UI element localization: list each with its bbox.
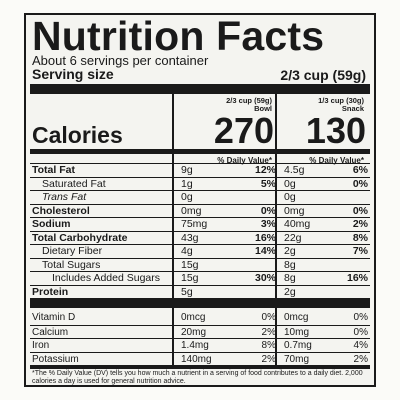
amount-snack: 0g <box>284 191 296 203</box>
dv-bowl: 2% <box>261 326 276 338</box>
divider-thick <box>30 84 370 94</box>
dv-bowl: 5% <box>260 177 276 190</box>
footnote: *The % Daily Value (DV) tells you how mu… <box>32 370 363 385</box>
dv-bowl: 0% <box>260 204 276 217</box>
calories-label: Calories <box>32 122 123 148</box>
dv-header-snack: % Daily Value* <box>309 156 364 165</box>
amount-snack: 0g <box>284 177 296 190</box>
nutrient-label: Total Carbohydrate <box>32 231 128 244</box>
divider-medium <box>30 149 370 154</box>
dv-snack: 6% <box>352 164 368 176</box>
calories-bowl-value: 270 <box>213 110 274 151</box>
amount-bowl: 1.4mg <box>181 340 209 351</box>
nutrient-label: Iron <box>32 340 50 351</box>
amount-snack: 0mcg <box>284 312 309 323</box>
table-row: Sodium 75mg 3% 40mg 2% <box>30 217 370 231</box>
dv-bowl: 0% <box>261 312 276 323</box>
amount-bowl: 0mg <box>181 204 202 217</box>
amount-bowl: 0mcg <box>181 312 206 323</box>
dv-bowl: 2% <box>261 353 276 365</box>
nutrient-label: Trans Fat <box>42 191 87 203</box>
amount-snack: 70mg <box>284 353 310 365</box>
servings-per-container: About 6 servings per container <box>32 53 209 68</box>
amount-snack: 2g <box>284 245 296 257</box>
amount-bowl: 15g <box>181 258 199 271</box>
table-row: Total Fat 9g 12% 4.5g 6% <box>30 163 370 177</box>
amount-snack: 40mg <box>284 218 311 230</box>
amount-snack: 4.5g <box>284 164 305 176</box>
amount-bowl: 43g <box>181 231 199 244</box>
nutrient-label: Dietary Fiber <box>42 245 103 257</box>
dv-snack: 0% <box>352 177 368 190</box>
amount-snack: 10mg <box>284 326 310 338</box>
panel-title: Nutrition Facts <box>32 13 325 59</box>
table-row: Protein 5g 2g <box>30 284 370 299</box>
dv-snack: 0% <box>352 204 368 217</box>
nutrient-label: Cholesterol <box>32 204 90 217</box>
dv-snack: 16% <box>346 272 368 284</box>
table-row: Vitamin D 0mcg 0% 0mcg 0% <box>30 311 370 324</box>
amount-bowl: 20mg <box>181 326 207 338</box>
serving-size-value: 2/3 cup (59g) <box>280 67 366 83</box>
dv-snack: 2% <box>352 218 368 230</box>
nutrient-label: Potassium <box>32 353 79 365</box>
amount-snack: 0mg <box>284 204 305 217</box>
column-header-snack: 1/3 cup (30g) Snack <box>294 97 364 113</box>
nutrient-label: Total Sugars <box>42 258 101 271</box>
table-row: Cholesterol 0mg 0% 0mg 0% <box>30 203 370 218</box>
amount-bowl: 15g <box>181 272 199 284</box>
dv-snack: 2% <box>353 353 368 365</box>
dv-bowl: 3% <box>260 218 276 230</box>
nutrition-facts-panel: Nutrition Facts About 6 servings per con… <box>24 13 376 387</box>
dv-header-bowl: % Daily Value* <box>217 156 272 165</box>
amount-snack: 0.7mg <box>284 340 312 351</box>
nutrient-label: Includes Added Sugars <box>52 272 160 284</box>
dv-bowl: 30% <box>254 272 276 284</box>
dv-bowl: 16% <box>254 231 276 244</box>
divider-thick-vitamins <box>30 298 370 308</box>
dv-snack: 0% <box>353 326 368 338</box>
table-row: Potassium 140mg 2% 70mg 2% <box>30 351 370 366</box>
divider-footnote <box>30 365 370 369</box>
column-bowl-label: Bowl <box>254 104 272 113</box>
dv-bowl: 8% <box>261 340 276 351</box>
dv-snack: 4% <box>353 340 368 351</box>
dv-bowl: 12% <box>254 164 276 176</box>
table-row: Trans Fat 0g 0g <box>30 190 370 204</box>
nutrient-label: Total Fat <box>32 164 75 176</box>
table-row: Total Sugars 15g 8g <box>30 257 370 272</box>
table-row: Calcium 20mg 2% 10mg 0% <box>30 324 370 339</box>
table-row: Dietary Fiber 4g 14% 2g 7% <box>30 244 370 258</box>
nutrient-label: Vitamin D <box>32 312 76 323</box>
column-snack-size: 1/3 cup (30g) <box>318 96 364 105</box>
amount-snack: 8g <box>284 272 296 284</box>
nutrient-label: Saturated Fat <box>42 177 106 190</box>
amount-snack: 2g <box>284 285 296 298</box>
column-header-bowl: 2/3 cup (59g) Bowl <box>202 97 272 113</box>
table-row: Saturated Fat 1g 5% 0g 0% <box>30 176 370 191</box>
amount-bowl: 140mg <box>181 353 212 365</box>
table-row: Total Carbohydrate 43g 16% 22g 8% <box>30 230 370 245</box>
amount-bowl: 75mg <box>181 218 208 230</box>
amount-bowl: 4g <box>181 245 193 257</box>
amount-snack: 8g <box>284 258 296 271</box>
nutrient-label: Sodium <box>32 218 71 230</box>
calories-snack-value: 130 <box>305 110 366 151</box>
dv-snack: 7% <box>352 245 368 257</box>
column-snack-label: Snack <box>341 104 364 113</box>
nutrient-label: Protein <box>32 285 69 298</box>
serving-size-label: Serving size <box>32 66 114 82</box>
dv-bowl: 14% <box>254 245 276 257</box>
table-row: Includes Added Sugars 15g 30% 8g 16% <box>30 271 370 285</box>
amount-bowl: 5g <box>181 285 193 298</box>
dv-snack: 0% <box>353 312 368 323</box>
amount-bowl: 0g <box>181 191 193 203</box>
amount-bowl: 1g <box>181 177 193 190</box>
amount-bowl: 9g <box>181 164 193 176</box>
table-row: Iron 1.4mg 8% 0.7mg 4% <box>30 338 370 352</box>
nutrient-label: Calcium <box>32 326 69 338</box>
column-bowl-size: 2/3 cup (59g) <box>226 96 272 105</box>
amount-snack: 22g <box>284 231 302 244</box>
dv-snack: 8% <box>352 231 368 244</box>
